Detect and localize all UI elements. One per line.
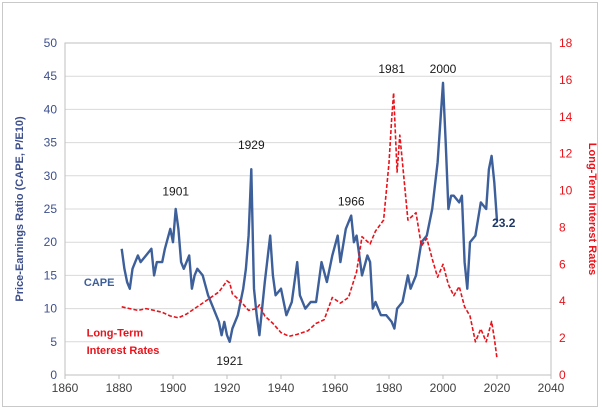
annotation-label: 23.2 xyxy=(492,216,516,230)
annotation-label: 1921 xyxy=(216,354,243,368)
plot-border xyxy=(64,42,552,376)
x-axis: 1860 1880 1900 1920 1940 1960 1980 2000 2020 2040 xyxy=(52,375,565,395)
annotation-label: 1901 xyxy=(162,185,189,199)
right-axis: 0 2 4 6 8 10 12 14 16 18 xyxy=(559,36,573,382)
plot-area xyxy=(64,42,552,376)
left-tick-label: 10 xyxy=(44,302,58,316)
x-tick-label: 1920 xyxy=(214,381,241,395)
left-tick-label: 25 xyxy=(44,202,58,216)
annotation-label: 1929 xyxy=(238,138,265,152)
x-tick-label: 2000 xyxy=(430,381,457,395)
left-tick-label: 5 xyxy=(50,335,57,349)
left-tick-label: 35 xyxy=(44,136,58,150)
x-tick-label: 1880 xyxy=(106,381,133,395)
right-tick-label: 8 xyxy=(559,220,566,234)
left-tick-label: 0 xyxy=(50,368,57,382)
right-tick-label: 16 xyxy=(559,73,573,87)
left-axis-title: Price-Earnings Ratio (CAPE, P/E10) xyxy=(14,116,26,302)
cape-line xyxy=(120,81,499,343)
rates-series-label-line1: Long-Term xyxy=(87,327,144,339)
right-tick-label: 14 xyxy=(559,110,573,124)
right-tick-label: 6 xyxy=(559,257,566,271)
x-tick-label: 1980 xyxy=(376,381,403,395)
rates-series-label-line2: Interest Rates xyxy=(87,345,160,357)
right-tick-label: 18 xyxy=(559,36,573,50)
x-tick-label: 2040 xyxy=(538,381,565,395)
right-tick-label: 2 xyxy=(559,331,566,345)
right-axis-title: Long-Term Interest Rates xyxy=(586,143,597,275)
left-axis: 0 5 10 15 20 25 30 35 40 45 50 xyxy=(44,36,58,382)
gridlines xyxy=(65,42,551,343)
left-tick-label: 20 xyxy=(44,235,58,249)
left-tick-label: 50 xyxy=(44,36,58,50)
x-tick-label: 2020 xyxy=(484,381,511,395)
left-tick-label: 40 xyxy=(44,102,58,116)
x-tick-label: 1900 xyxy=(160,381,187,395)
x-tick-label: 1960 xyxy=(322,381,349,395)
interest-rate-line xyxy=(121,92,498,359)
right-tick-label: 12 xyxy=(559,147,573,161)
x-tick-label: 1940 xyxy=(268,381,295,395)
right-tick-label: 0 xyxy=(559,368,566,382)
annotation-label: 1981 xyxy=(378,62,405,76)
annotation-label: 1966 xyxy=(338,195,365,209)
annotation-label: 2000 xyxy=(430,62,457,76)
cape-series-label: CAPE xyxy=(84,277,115,289)
chart-frame: 0 5 10 15 20 25 30 35 40 45 50 0 2 4 6 8 10 12 14 16 18 186… xyxy=(2,2,598,407)
left-tick-label: 15 xyxy=(44,268,58,282)
annotations: 1901 1929 1921 1966 1981 2000 23.2 xyxy=(162,62,515,368)
x-tick-label: 1860 xyxy=(52,381,79,395)
cape-vs-interest-rates-chart: 0 5 10 15 20 25 30 35 40 45 50 0 2 4 6 8 10 12 14 16 18 186… xyxy=(14,36,598,395)
right-tick-label: 10 xyxy=(559,184,573,198)
left-tick-label: 30 xyxy=(44,169,58,183)
right-tick-label: 4 xyxy=(559,294,566,308)
left-tick-label: 45 xyxy=(44,69,58,83)
series-lines xyxy=(120,81,499,359)
